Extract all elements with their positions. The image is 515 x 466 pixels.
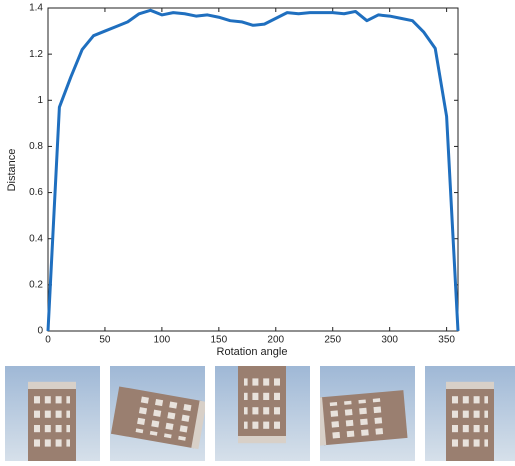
- thumbnail: [110, 366, 207, 461]
- y-tick-label: 0.2: [29, 279, 43, 290]
- figure: Rotation angle Distance 0 0.2 0.4 0.6 0.8 1 1.…: [0, 0, 515, 461]
- x-tick-label: 300: [381, 335, 398, 346]
- y-tick-label: 0.8: [29, 141, 43, 152]
- x-tick-label: 0: [45, 335, 51, 346]
- thumbnail: [215, 354, 310, 461]
- x-tick-label: 250: [324, 335, 341, 346]
- line: [48, 10, 458, 331]
- x-tick-label: 50: [99, 335, 111, 346]
- plot-frame: [48, 8, 458, 331]
- thumbnail: [5, 366, 100, 461]
- y-tick-label: 0: [37, 326, 43, 337]
- x-tick-label: 200: [267, 335, 284, 346]
- y-tick-label: 0.4: [29, 233, 43, 244]
- y-tick-label: 1.4: [29, 3, 43, 14]
- x-tick-label: 350: [438, 335, 455, 346]
- thumbnails: [5, 354, 515, 461]
- y-axis-label: Distance: [6, 149, 18, 192]
- x-tick-label: 100: [154, 335, 171, 346]
- y-tick-label: 1: [37, 95, 43, 106]
- y-tick-label: 1.2: [29, 49, 43, 60]
- x-tick-label: 150: [210, 335, 227, 346]
- y-tick-label: 0.6: [29, 187, 43, 198]
- x-axis-label: Rotation angle: [217, 346, 288, 358]
- thumbnail: [315, 366, 415, 461]
- thumbnail: [425, 366, 515, 461]
